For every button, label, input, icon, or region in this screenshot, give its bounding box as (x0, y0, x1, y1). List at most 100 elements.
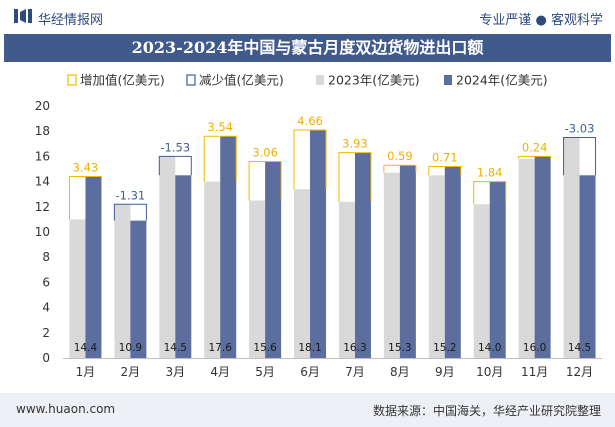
bar-2023 (563, 137, 580, 358)
bar-2023 (338, 201, 355, 358)
y-tick-label: 8 (42, 250, 50, 264)
change-label: 3.43 (73, 161, 99, 175)
bar-2024 (354, 152, 371, 358)
legend-swatch-s23 (316, 75, 324, 85)
bar-2024 (220, 136, 237, 358)
bar-2024 (310, 129, 327, 358)
change-label: 0.24 (522, 140, 548, 154)
y-tick-label: 4 (42, 301, 50, 315)
change-outline-decrease (158, 155, 192, 176)
x-tick-label: 6月 (300, 365, 320, 379)
bar-2023 (204, 181, 221, 358)
bar-2024 (489, 181, 506, 358)
y-tick-label: 0 (42, 351, 50, 365)
y-tick-label: 6 (42, 275, 50, 289)
bar-2024 (444, 166, 461, 358)
value-label-2024: 15.6 (253, 342, 277, 354)
change-outline-increase (248, 160, 282, 201)
bar-2024 (85, 176, 102, 358)
change-label: -1.53 (160, 140, 190, 154)
bar-2024 (534, 156, 551, 358)
change-outline-increase (383, 164, 417, 173)
x-tick-label: 5月 (255, 365, 275, 379)
y-tick-label: 16 (35, 149, 50, 163)
change-label: -1.31 (115, 188, 145, 202)
change-label: 4.66 (297, 114, 323, 128)
change-outline-increase (428, 165, 462, 176)
brand-name: 华经情报网 (38, 13, 104, 28)
y-tick-label: 18 (35, 124, 50, 138)
footer-bar: www.huaon.com 数据来源：中国海关，华经产业研究院整理 (0, 393, 615, 427)
legend-label: 2023年(亿美元) (328, 73, 420, 88)
change-label: 3.54 (207, 120, 233, 134)
change-label: 0.59 (387, 149, 413, 163)
x-tick-label: 1月 (76, 365, 96, 379)
value-label-2024: 16.3 (343, 342, 366, 354)
chart-area: 增加值(亿美元) 减少值(亿美元) 2023年(亿美元) 2024年(亿美元) 0 2 4 6… (35, 73, 602, 379)
x-tick-label: 3月 (165, 365, 185, 379)
bar-2023 (69, 219, 86, 358)
x-tick-label: 7月 (345, 365, 365, 379)
change-outline-increase (473, 181, 507, 205)
change-outline-increase (518, 155, 552, 159)
value-label-2024: 15.3 (388, 342, 411, 354)
change-outline-increase (68, 176, 102, 220)
bar-2024 (130, 220, 147, 358)
y-tick-label: 2 (42, 326, 50, 340)
bar-2023 (114, 204, 131, 358)
change-label: 3.93 (342, 137, 368, 151)
x-tick-label: 10月 (476, 365, 503, 379)
tagline: 专业严谨 ● 客观科学 (479, 13, 603, 28)
value-label-2024: 14.5 (568, 342, 591, 354)
bar-2023 (249, 200, 266, 358)
x-tick-label: 11月 (521, 365, 548, 379)
bar-2024 (265, 161, 282, 358)
bar-2023 (159, 156, 176, 358)
bar-2023 (383, 172, 400, 358)
change-outline-increase (293, 129, 327, 190)
x-tick-label: 8月 (390, 365, 410, 379)
value-label-2024: 16.0 (523, 342, 546, 354)
x-tick-label: 12月 (566, 365, 593, 379)
value-label-2024: 10.9 (119, 342, 142, 354)
x-tick-label: 9月 (435, 365, 455, 379)
y-tick-label: 20 (35, 99, 50, 113)
value-label-2024: 14.0 (478, 342, 501, 354)
change-label: -3.03 (565, 122, 595, 136)
source-text: 数据来源：中国海关，华经产业研究院整理 (372, 404, 601, 418)
chart-title: 2023-2024年中国与蒙古月度双边货物进出口额 (131, 38, 484, 57)
change-label: 1.84 (477, 166, 503, 180)
title-bar: 2023-2024年中国与蒙古月度双边货物进出口额 (4, 34, 611, 62)
value-label-2024: 14.4 (74, 342, 98, 354)
change-outline-decrease (113, 203, 147, 221)
change-outline-decrease (563, 137, 597, 176)
change-label: 3.06 (252, 145, 278, 159)
top-bar: 华经情报网 专业严谨 ● 客观科学 (0, 0, 615, 34)
y-tick-label: 14 (35, 175, 50, 189)
bar-2023 (473, 204, 490, 358)
change-outline-increase (203, 135, 237, 182)
huajing-logo-icon (14, 9, 32, 23)
value-label-2024: 17.6 (209, 342, 233, 354)
legend-label: 减少值(亿美元) (199, 73, 284, 88)
bar-2024 (175, 175, 192, 358)
bar-2023 (294, 189, 311, 358)
bar-2023 (428, 175, 445, 358)
value-label-2024: 14.5 (164, 342, 187, 354)
y-tick-label: 12 (35, 200, 50, 214)
legend-label: 2024年(亿美元) (456, 73, 548, 88)
bar-2024 (579, 175, 596, 358)
x-tick-label: 2月 (121, 365, 141, 379)
value-label-2024: 15.2 (433, 342, 456, 354)
change-outline-increase (338, 152, 372, 202)
website-text: www.huaon.com (16, 402, 116, 416)
y-tick-label: 10 (35, 225, 50, 239)
value-label-2024: 18.1 (298, 342, 321, 354)
bar-2023 (518, 158, 535, 358)
bar-2024 (399, 165, 416, 358)
legend-swatch-s24 (444, 75, 452, 85)
x-tick-label: 4月 (210, 365, 230, 379)
change-label: 0.71 (432, 150, 458, 164)
legend-label: 增加值(亿美元) (80, 73, 165, 88)
legend-swatch-decrease (186, 74, 196, 86)
